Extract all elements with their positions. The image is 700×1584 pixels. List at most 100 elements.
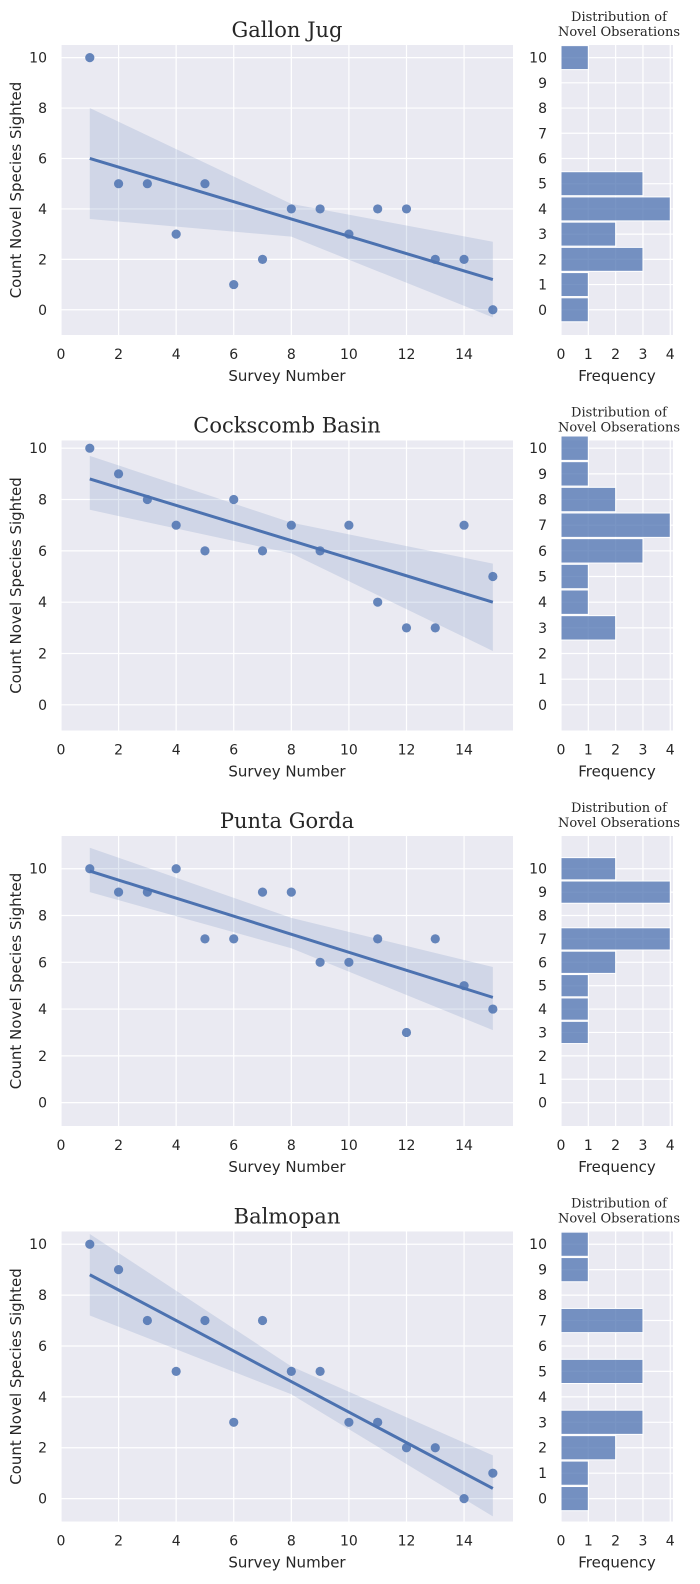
y-tick-label: 10 [29, 862, 47, 878]
histogram-bar [560, 1358, 644, 1384]
histogram-category-label: 6 [538, 955, 547, 971]
histogram-x-tick-label: 4 [666, 743, 675, 759]
histogram-bar [560, 927, 671, 951]
histogram-x-tick-label: 1 [584, 1138, 593, 1154]
y-tick-label: 8 [38, 493, 47, 509]
histogram-category-label: 3 [538, 621, 547, 637]
histogram-x-tick-label: 0 [557, 743, 566, 759]
histogram-bar [560, 435, 589, 461]
data-point [430, 934, 440, 944]
histogram-title: Distribution of [571, 406, 668, 421]
data-point [286, 520, 296, 530]
data-point [200, 1315, 210, 1326]
histogram-bar [560, 950, 617, 974]
data-point [85, 1239, 95, 1249]
histogram-x-tick-label: 4 [666, 1138, 675, 1154]
histogram-x-tick-label: 2 [611, 347, 620, 363]
y-axis-label: Count Novel Species Sighted [7, 873, 25, 1090]
x-axis-label: Survey Number [228, 1158, 346, 1176]
histogram-category-label: 8 [538, 493, 547, 509]
histogram-bar [560, 196, 671, 222]
y-tick-label: 4 [38, 202, 47, 218]
histogram-bar [560, 1307, 644, 1334]
chart-title: Balmopan [234, 1205, 341, 1229]
data-point [488, 305, 498, 315]
histogram-title: Distribution of [571, 10, 668, 25]
data-point [85, 443, 95, 453]
histogram-x-axis-label: Frequency [578, 367, 656, 385]
histogram-x-tick-label: 4 [666, 347, 675, 363]
data-point [286, 887, 296, 897]
y-tick-label: 6 [38, 1339, 47, 1355]
y-tick-label: 10 [29, 51, 47, 67]
x-tick-label: 2 [114, 347, 123, 363]
data-point [229, 1417, 239, 1427]
histogram-category-label: 8 [538, 101, 547, 117]
histogram-category-label: 5 [538, 177, 547, 193]
data-point [257, 887, 268, 897]
histogram-bar [560, 246, 644, 272]
y-tick-label: 8 [38, 909, 47, 925]
histogram-category-label: 10 [529, 1237, 547, 1253]
data-point [459, 1494, 469, 1504]
histogram-x-tick-label: 3 [638, 1534, 647, 1550]
histogram-bar [560, 1435, 617, 1461]
y-tick-label: 4 [38, 1390, 47, 1406]
histogram-category-label: 6 [538, 151, 547, 167]
histogram-x-tick-label: 1 [584, 743, 593, 759]
data-point [257, 546, 268, 556]
histogram-category-label: 6 [538, 544, 547, 560]
x-tick-label: 12 [398, 347, 416, 363]
data-point [113, 1265, 124, 1275]
histogram-category-label: 1 [538, 1072, 547, 1088]
x-axis-label: Survey Number [228, 763, 346, 781]
data-point [229, 934, 239, 944]
x-tick-label: 0 [57, 1534, 66, 1550]
data-point [488, 571, 498, 582]
y-axis-label: Count Novel Species Sighted [7, 1268, 25, 1485]
x-tick-label: 14 [455, 1138, 473, 1154]
histogram-category-label: 3 [538, 1025, 547, 1041]
histogram-category-label: 2 [538, 252, 547, 268]
histogram-bar [560, 880, 671, 904]
x-tick-label: 6 [229, 347, 238, 363]
histogram-category-label: 7 [538, 518, 547, 534]
histogram-bar [560, 1486, 589, 1512]
data-point [200, 179, 210, 189]
histogram-category-label: 1 [538, 672, 547, 688]
histogram-x-tick-label: 2 [611, 743, 620, 759]
data-point [286, 1366, 296, 1377]
x-tick-label: 2 [114, 743, 123, 759]
histogram-title: Distribution of [571, 1197, 668, 1212]
x-tick-label: 6 [229, 1138, 238, 1154]
data-point [142, 179, 152, 189]
data-point [171, 229, 181, 239]
data-point [171, 864, 181, 874]
x-tick-label: 10 [340, 743, 358, 759]
histogram-bar [560, 486, 617, 513]
histogram-x-tick-label: 1 [584, 1534, 593, 1550]
y-tick-label: 8 [38, 1288, 47, 1304]
data-point [257, 254, 268, 264]
y-tick-label: 8 [38, 101, 47, 117]
data-point [373, 204, 383, 214]
y-tick-label: 0 [38, 1096, 47, 1112]
y-tick-label: 4 [38, 595, 47, 611]
histogram-bar [560, 221, 617, 247]
data-point [373, 934, 383, 944]
histogram-category-label: 10 [529, 51, 547, 67]
histogram-category-label: 9 [538, 467, 547, 483]
histogram-category-label: 0 [538, 698, 547, 714]
x-tick-label: 0 [57, 1138, 66, 1154]
histogram-category-label: 8 [538, 1288, 547, 1304]
histogram-bar [560, 1460, 589, 1486]
histogram-category-label: 2 [538, 1049, 547, 1065]
x-tick-label: 14 [455, 347, 473, 363]
chart-title: Cockscomb Basin [193, 414, 380, 438]
histogram-bar [560, 1020, 589, 1045]
data-point [315, 957, 325, 967]
data-point [488, 1004, 498, 1014]
